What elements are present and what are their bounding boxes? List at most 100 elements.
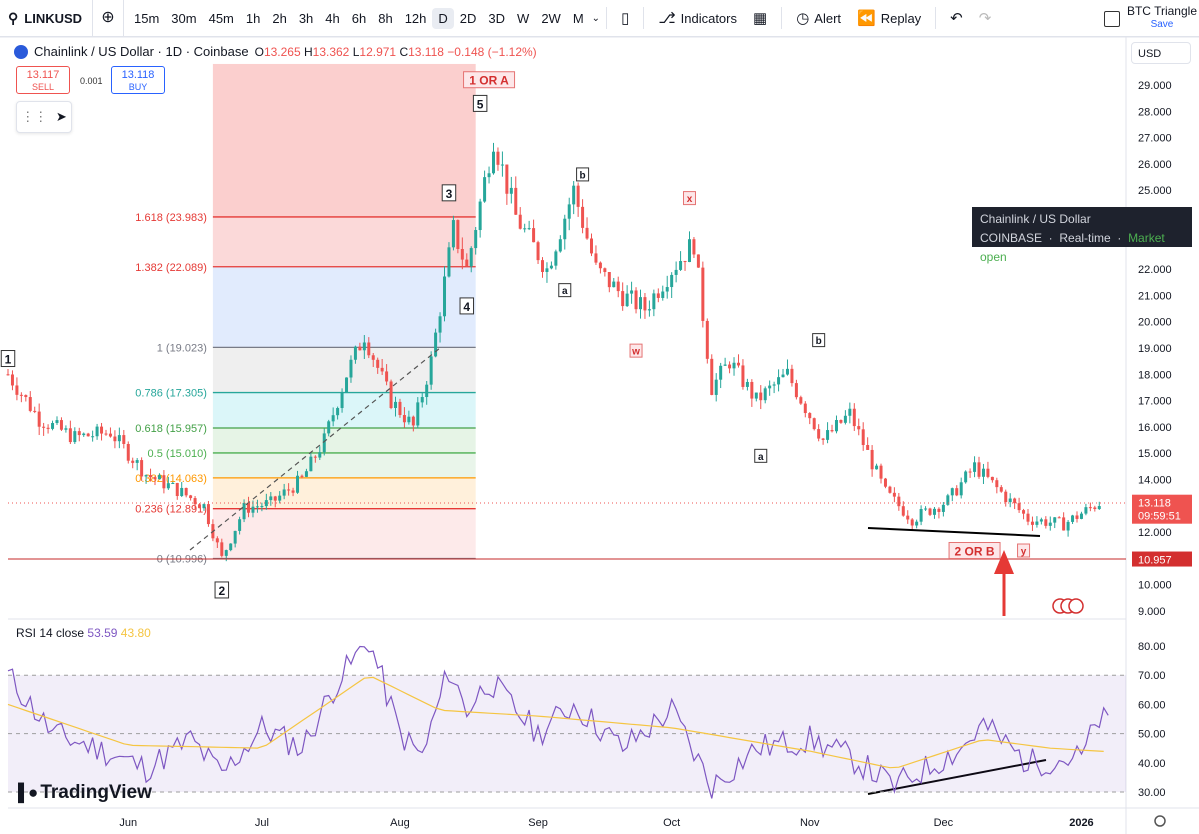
timeframe-3h[interactable]: 3h xyxy=(298,10,314,26)
price-tick: 19.000 xyxy=(1138,343,1172,355)
candle-body xyxy=(1008,498,1012,503)
tradingview-logo[interactable]: ▌● TradingView xyxy=(18,782,152,804)
candle-body xyxy=(322,433,326,453)
rsi-pane xyxy=(7,645,1126,799)
wave-label-box[interactable] xyxy=(214,581,230,599)
compare-add-icon[interactable]: ⊕ xyxy=(93,0,124,36)
timeframe-8h[interactable]: 8h xyxy=(378,10,393,26)
sell-button[interactable]: 13.117 SELL xyxy=(16,66,70,94)
timeframe-dropdown-icon[interactable]: ⌄ xyxy=(591,12,601,24)
timeframe-2D[interactable]: 2D xyxy=(459,10,477,26)
candle-body xyxy=(220,542,224,556)
timeframe-2W[interactable]: 2W xyxy=(541,10,561,26)
currency-selector[interactable]: USD xyxy=(1131,42,1191,64)
fib-ratio: 1.382 xyxy=(135,262,163,274)
wave-label-box[interactable] xyxy=(558,283,572,298)
fib-zone xyxy=(212,216,476,267)
candle-body xyxy=(1057,517,1061,519)
candle-body xyxy=(897,496,901,507)
wave-label-box[interactable] xyxy=(948,542,1001,560)
wave-label-box[interactable] xyxy=(576,167,590,182)
undo-button[interactable]: ↶ xyxy=(942,9,971,27)
timeframe-M[interactable]: M xyxy=(572,10,584,26)
fib-price: ) xyxy=(203,473,207,485)
chart-type-button[interactable]: ▯ xyxy=(613,9,637,27)
candle-body xyxy=(135,460,139,463)
candle-body xyxy=(1075,515,1079,519)
timeframe-W[interactable]: W xyxy=(517,10,530,26)
timeframe-2h[interactable]: 2h xyxy=(272,10,287,26)
candle-body xyxy=(1039,519,1043,522)
fib-ratio: 0 xyxy=(157,554,163,566)
wave-label-box[interactable] xyxy=(459,297,475,315)
candle-body xyxy=(558,239,562,252)
drag-handle-icon[interactable]: ⋮⋮ xyxy=(21,109,48,124)
replay-button[interactable]: ⏪ Replay xyxy=(849,9,929,27)
support-trendline[interactable] xyxy=(867,527,1041,537)
indicators-button[interactable]: ⎇ Indicators xyxy=(650,9,745,27)
symbol-search[interactable]: ⚲ LINKUSD xyxy=(0,0,93,36)
wave-label-box[interactable] xyxy=(441,184,457,202)
wave-label-box[interactable] xyxy=(812,333,826,348)
settings-gear-icon[interactable] xyxy=(1154,815,1166,827)
redo-button[interactable]: ↷ xyxy=(971,9,1000,27)
wave-label: 1 xyxy=(5,353,12,367)
candle-body xyxy=(367,342,371,356)
wave-label-box[interactable] xyxy=(472,94,488,112)
wave-label-box[interactable] xyxy=(682,191,696,206)
price-axis[interactable]: 29.00028.00027.00026.00025.00024.00023.0… xyxy=(1132,80,1192,618)
wave-label-box[interactable] xyxy=(463,71,516,89)
templates-button[interactable]: ▦ xyxy=(745,9,775,27)
alert-button[interactable]: ◷ Alert xyxy=(788,9,849,27)
candle-body xyxy=(803,403,807,414)
fib-zone xyxy=(212,266,476,348)
rsi-legend[interactable]: RSI 14 close 53.59 43.80 xyxy=(16,626,151,640)
wave-label-box[interactable] xyxy=(754,448,768,463)
chart-legend[interactable]: Chainlink / US Dollar · 1D · Coinbase O1… xyxy=(14,44,537,59)
up-arrow-head[interactable] xyxy=(994,550,1014,574)
candle-body xyxy=(736,362,740,366)
symbol-label: LINKUSD xyxy=(24,10,83,26)
timeframe-12h[interactable]: 12h xyxy=(404,10,427,26)
candle-body xyxy=(255,506,259,508)
timeframe-15m[interactable]: 15m xyxy=(134,10,160,26)
cursor-icon[interactable]: ➤ xyxy=(55,109,67,124)
event-flag-icon[interactable] xyxy=(1068,598,1084,614)
candle-body xyxy=(919,508,923,522)
candle-body xyxy=(1093,507,1097,510)
layout-checkbox[interactable] xyxy=(1104,11,1120,27)
candle-body xyxy=(1013,498,1017,504)
save-link[interactable]: Save xyxy=(1150,19,1174,30)
wave-labels[interactable]: 1 2 3 4 5 1 OR A b a x w b a 2 OR B y xyxy=(0,71,1031,599)
buy-button[interactable]: 13.118 BUY xyxy=(111,66,165,94)
drawings[interactable] xyxy=(8,347,1126,795)
timeframe-45m[interactable]: 45m xyxy=(208,10,234,26)
wave-label-box[interactable] xyxy=(1017,543,1031,558)
price-tick: 17.000 xyxy=(1138,396,1172,408)
timeframe-1h[interactable]: 1h xyxy=(245,10,261,26)
wave-label: a xyxy=(758,452,764,463)
wave-label-box[interactable] xyxy=(629,343,643,358)
candle-body xyxy=(28,397,32,411)
layout-save[interactable]: BTC Triangle Save xyxy=(1127,5,1197,31)
rsi-trendline[interactable] xyxy=(867,759,1047,795)
candle-body xyxy=(598,262,602,269)
timeframe-6h[interactable]: 6h xyxy=(351,10,367,26)
candle-body xyxy=(1097,506,1101,510)
fib-ratio: 0.5 xyxy=(148,448,163,460)
timeframe-D[interactable]: D xyxy=(432,7,454,29)
price-tick: 14.000 xyxy=(1138,475,1172,487)
timeframe-30m[interactable]: 30m xyxy=(171,10,197,26)
wave-label-box[interactable] xyxy=(0,350,16,368)
time-axis[interactable]: Jun Jul Aug Sep Oct Nov Dec 2026 xyxy=(119,817,1093,829)
flag-icons[interactable] xyxy=(1052,598,1084,614)
rsi-ma-value: 43.80 xyxy=(120,626,151,640)
candle-body xyxy=(206,504,210,525)
time-tick: Jun xyxy=(119,817,137,829)
grid-icon: ▦ xyxy=(753,10,768,27)
fib-zone xyxy=(212,508,476,559)
timeframe-3D[interactable]: 3D xyxy=(488,10,506,26)
timeframe-4h[interactable]: 4h xyxy=(325,10,340,26)
floating-toolbar[interactable]: ⋮⋮ ➤ xyxy=(16,101,72,133)
